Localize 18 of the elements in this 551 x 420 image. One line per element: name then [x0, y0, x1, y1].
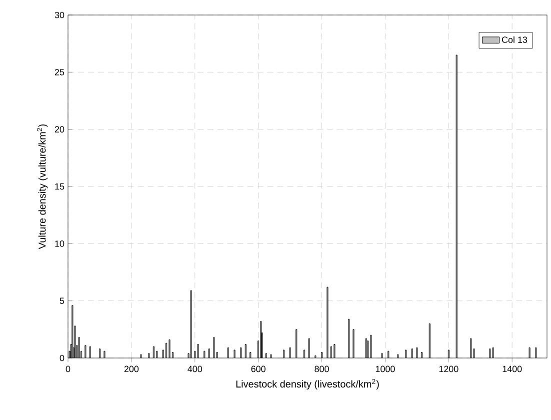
y-tick-label: 10: [55, 240, 64, 247]
x-tick-label: 200: [124, 366, 139, 372]
legend-label: Col 13: [502, 36, 528, 43]
y-tick-label: 25: [54, 68, 64, 76]
y-tick-label: 15: [55, 183, 64, 190]
x-tick-label: 0: [66, 366, 70, 372]
y-axis-title: Vulture density (vulture/km$^{2}$): [37, 124, 48, 250]
y-tick-label: 20: [54, 126, 64, 133]
y-tick-label: 5: [60, 298, 64, 304]
x-tick-label: 1400: [502, 366, 522, 372]
y-tick-label: 30: [54, 12, 64, 18]
x-tick-label: 800: [314, 366, 329, 372]
x-tick-label: 1000: [376, 366, 395, 372]
x-tick-label: 1200: [439, 366, 458, 372]
x-axis-title: Livestock density (livestock/km$^{2}$): [236, 378, 379, 390]
x-tick-label: 400: [188, 366, 202, 372]
x-tick-label: 600: [251, 366, 266, 372]
y-tick-label: 0: [60, 354, 64, 362]
